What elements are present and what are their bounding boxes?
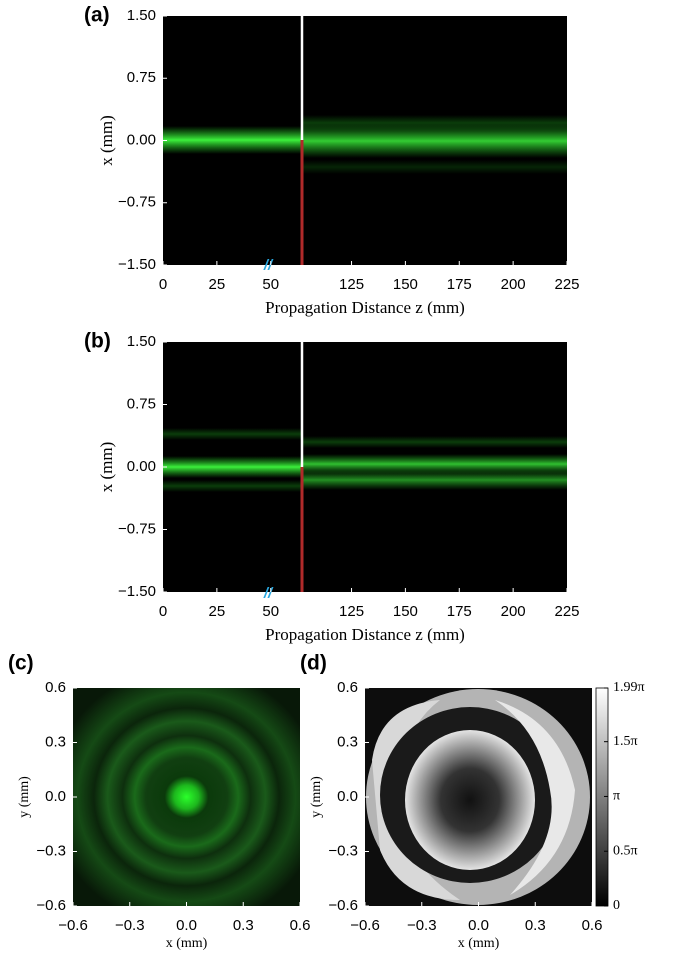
x-tick-label: −0.3 bbox=[115, 917, 145, 934]
x-tick-label: −0.6 bbox=[58, 917, 88, 934]
y-tick-label: 0.00 bbox=[127, 458, 156, 475]
y-tick-label: 0.6 bbox=[45, 679, 66, 696]
colorbar-tick-label: π bbox=[613, 789, 620, 804]
x-tick-label: 0.0 bbox=[468, 917, 489, 934]
y-axis-label: x (mm) bbox=[97, 442, 116, 493]
colorbar-tick-label: 1.5π bbox=[613, 734, 638, 749]
image-d bbox=[365, 688, 592, 906]
y-tick-label: −0.75 bbox=[118, 520, 156, 537]
x-tick-label: 200 bbox=[501, 276, 526, 293]
x-tick-label: 0.6 bbox=[290, 917, 311, 934]
x-tick-label: 0.6 bbox=[582, 917, 603, 934]
x-axis-label: Propagation Distance z (mm) bbox=[265, 298, 465, 317]
y-tick-label: 0.75 bbox=[127, 395, 156, 412]
x-tick-label: −0.3 bbox=[407, 917, 437, 934]
y-tick-label: −1.50 bbox=[118, 583, 156, 600]
x-tick-label: 50 bbox=[262, 603, 279, 620]
x-axis-label: x (mm) bbox=[458, 936, 500, 951]
panel-label: (d) bbox=[300, 652, 327, 675]
y-tick-label: 0.3 bbox=[337, 733, 358, 750]
x-tick-label: 150 bbox=[393, 276, 418, 293]
x-tick-label: 0 bbox=[159, 603, 167, 620]
y-tick-label: 0.75 bbox=[127, 69, 156, 86]
y-axis-label: x (mm) bbox=[97, 115, 116, 166]
x-tick-label: 200 bbox=[501, 603, 526, 620]
axis-break: // bbox=[263, 585, 274, 602]
image-a bbox=[163, 16, 567, 265]
x-axis-label: x (mm) bbox=[166, 936, 208, 951]
x-tick-label: 0 bbox=[159, 276, 167, 293]
colorbar-tick-label: 0 bbox=[613, 898, 620, 913]
x-tick-label: 125 bbox=[339, 603, 364, 620]
y-tick-label: −0.6 bbox=[328, 897, 358, 914]
x-tick-label: 0.3 bbox=[525, 917, 546, 934]
panel-label: (a) bbox=[84, 4, 110, 27]
y-tick-label: 0.3 bbox=[45, 733, 66, 750]
x-tick-label: 25 bbox=[209, 603, 226, 620]
image-b bbox=[163, 342, 567, 592]
panel-label: (c) bbox=[8, 652, 34, 675]
colorbar bbox=[595, 687, 609, 907]
y-tick-label: 0.0 bbox=[45, 788, 66, 805]
y-tick-label: 1.50 bbox=[127, 333, 156, 350]
y-axis-label: y (mm) bbox=[17, 776, 32, 818]
colorbar-tick-label: 0.5π bbox=[613, 843, 638, 858]
y-tick-label: 0.0 bbox=[337, 788, 358, 805]
y-tick-label: −0.3 bbox=[328, 842, 358, 859]
x-axis-label: Propagation Distance z (mm) bbox=[265, 625, 465, 644]
panel-label: (b) bbox=[84, 330, 111, 353]
y-tick-label: −0.6 bbox=[36, 897, 66, 914]
x-tick-label: 150 bbox=[393, 603, 418, 620]
axis-break: // bbox=[263, 257, 274, 274]
x-tick-label: 225 bbox=[554, 276, 579, 293]
x-tick-label: 50 bbox=[262, 276, 279, 293]
y-tick-label: 1.50 bbox=[127, 7, 156, 24]
x-tick-label: 0.3 bbox=[233, 917, 254, 934]
x-tick-label: 125 bbox=[339, 276, 364, 293]
y-axis-label: y (mm) bbox=[309, 776, 324, 818]
y-tick-label: −0.3 bbox=[36, 842, 66, 859]
y-tick-label: 0.00 bbox=[127, 131, 156, 148]
y-tick-label: −0.75 bbox=[118, 194, 156, 211]
y-tick-label: −1.50 bbox=[118, 256, 156, 273]
x-tick-label: 175 bbox=[447, 276, 472, 293]
x-tick-label: 175 bbox=[447, 603, 472, 620]
x-tick-label: −0.6 bbox=[350, 917, 380, 934]
image-c bbox=[73, 688, 300, 906]
x-tick-label: 25 bbox=[209, 276, 226, 293]
y-tick-label: 0.6 bbox=[337, 679, 358, 696]
x-tick-label: 0.0 bbox=[176, 917, 197, 934]
colorbar-tick-label: 1.99π bbox=[613, 680, 645, 695]
x-tick-label: 225 bbox=[554, 603, 579, 620]
